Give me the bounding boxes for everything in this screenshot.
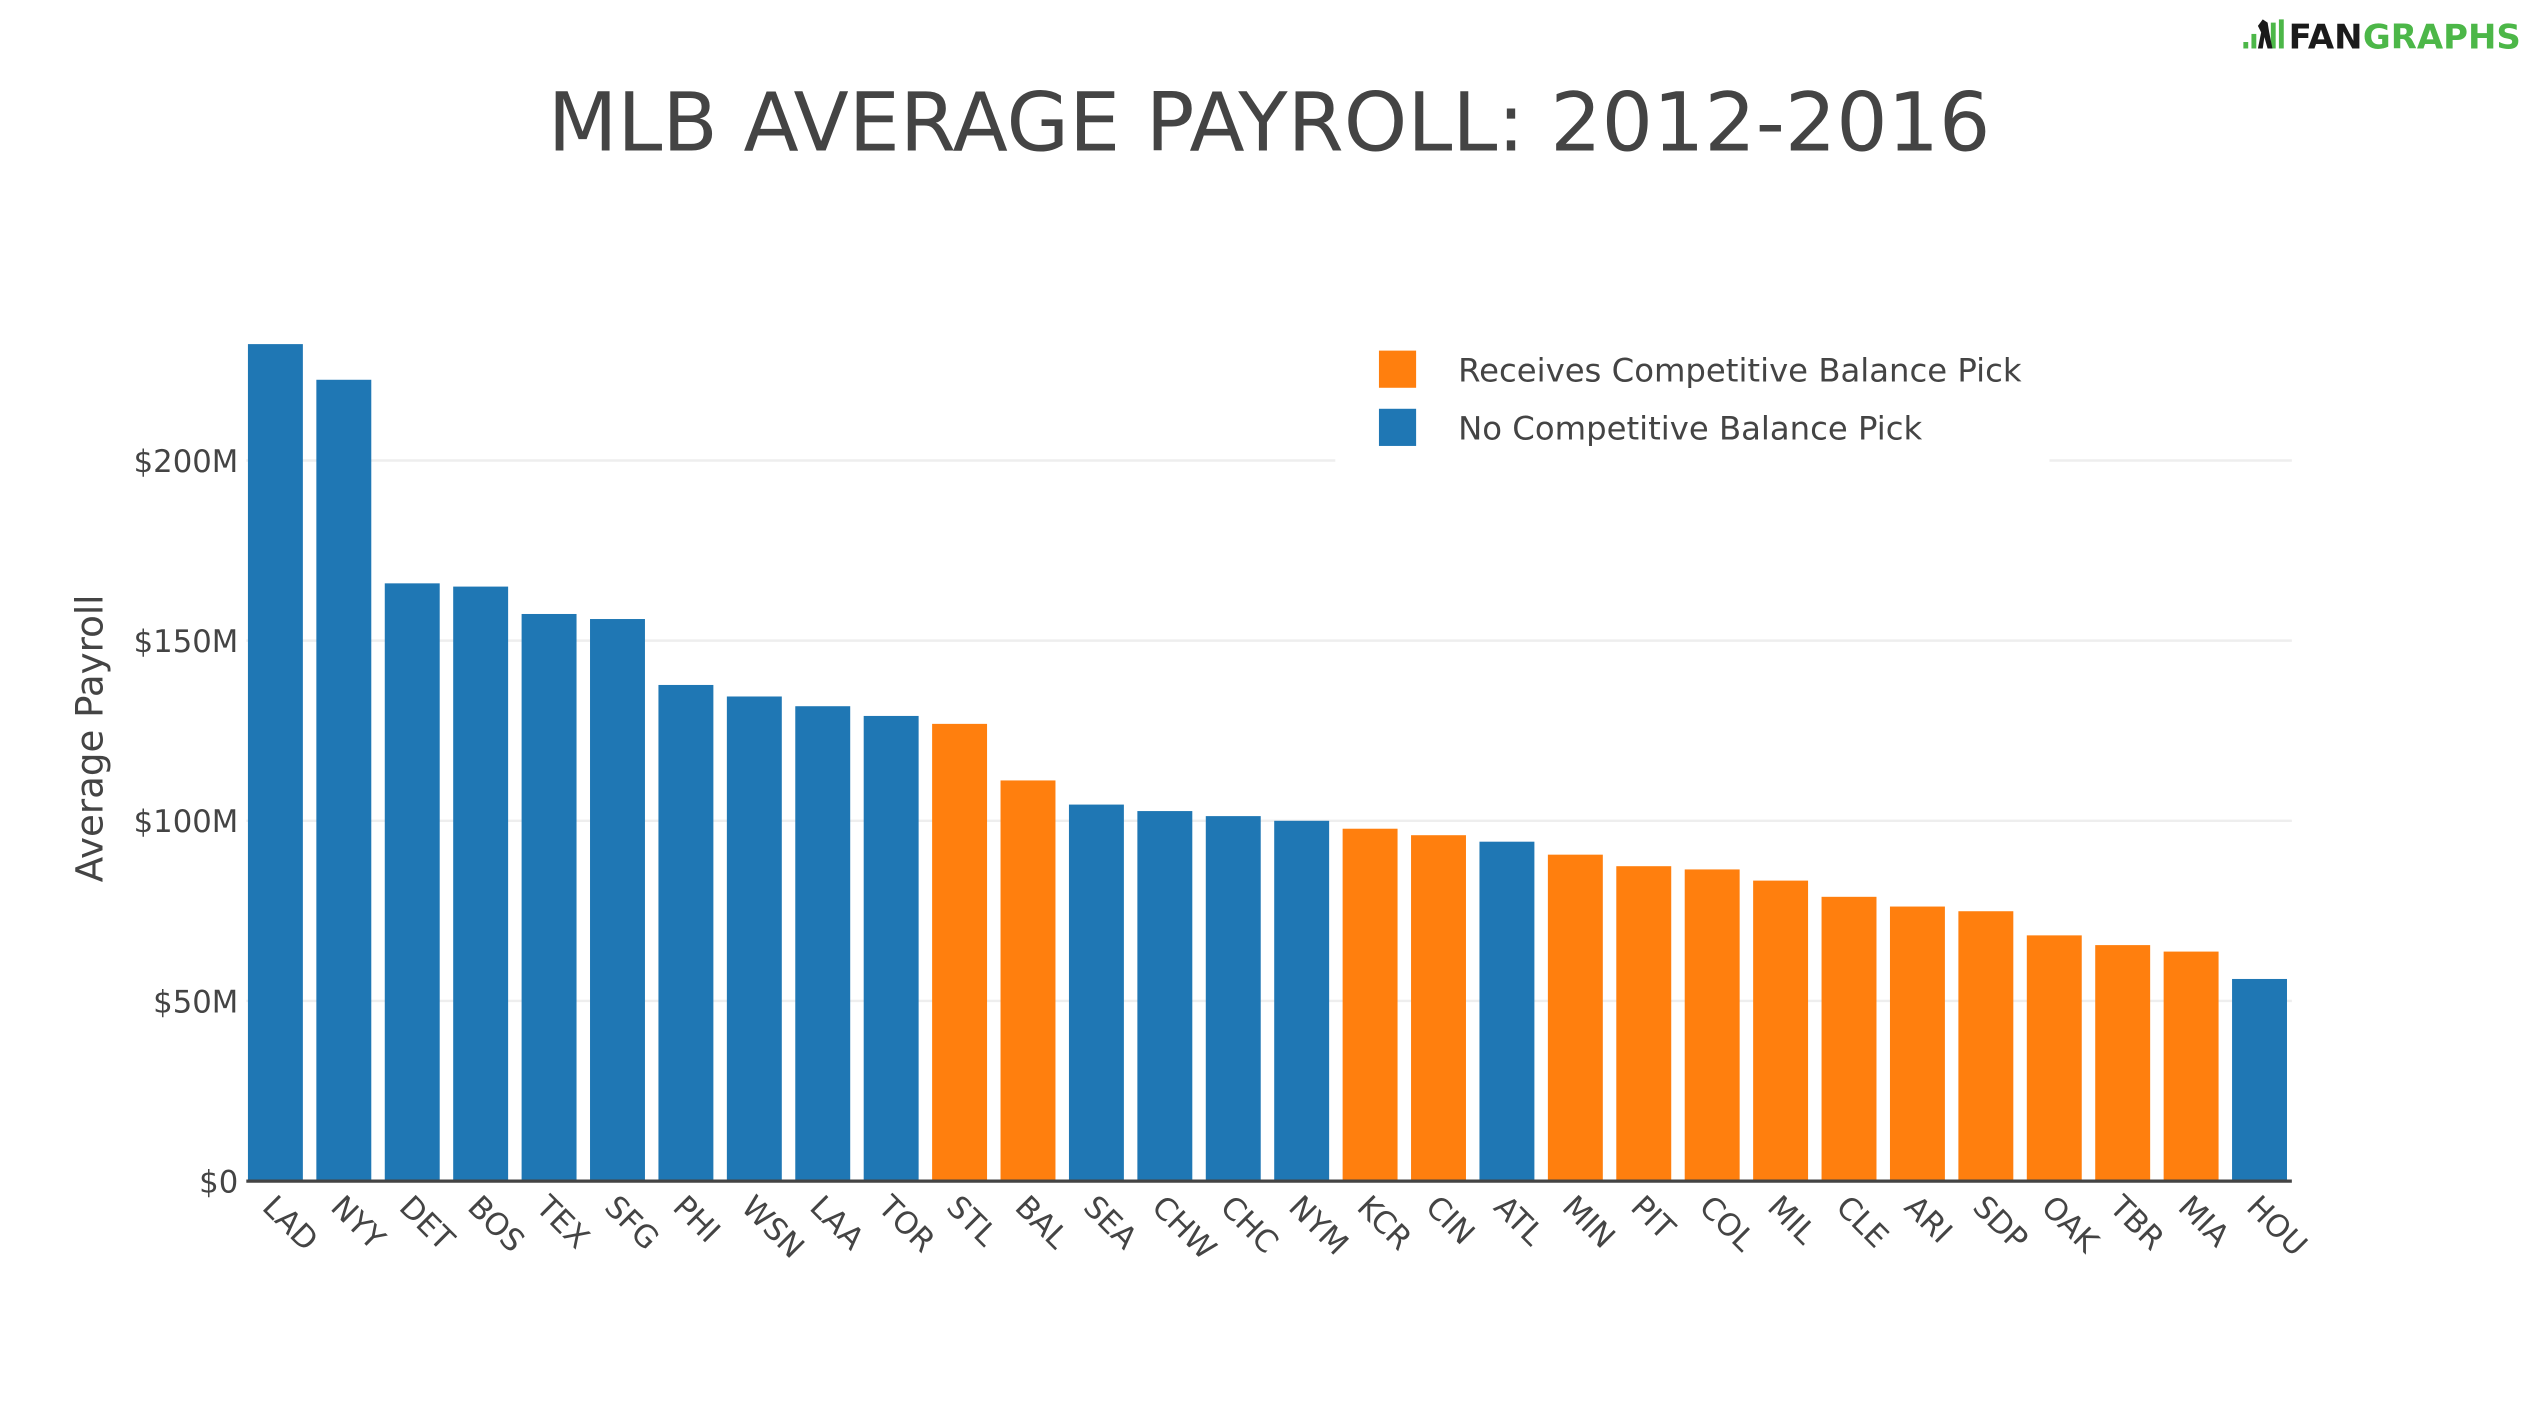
chart-title: MLB AVERAGE PAYROLL: 2012-2016 [548,76,1991,170]
x-tick-label: SFG [597,1189,665,1257]
bar-sdp[interactable] [1958,911,2014,1182]
legend-label[interactable]: Receives Competitive Balance Pick [1458,351,2022,389]
bar-tor[interactable] [863,715,919,1182]
bar-lad[interactable] [247,344,303,1182]
x-tick-label: NYM [1281,1189,1354,1262]
bar-tex[interactable] [521,613,577,1182]
bar-det[interactable] [384,583,440,1182]
x-tick-label: ATL [1487,1189,1550,1252]
x-tick-label: CHC [1213,1189,1284,1260]
bar-atl[interactable] [1479,841,1535,1182]
x-tick-label: DET [392,1189,461,1258]
y-axis-label: Average Payroll [69,595,112,883]
y-tick-label: $200M [134,445,239,480]
legend-swatch [1378,408,1417,446]
bar-ari[interactable] [1889,906,1945,1182]
x-tick-label: TOR [870,1189,941,1260]
bar-nyy[interactable] [316,379,372,1182]
fangraphs-logo: FAN GRAPHS [2243,18,2521,57]
bar-bal[interactable] [1000,780,1056,1182]
bar-hou[interactable] [2232,978,2287,1182]
bar-sea[interactable] [1068,804,1124,1182]
x-tick-label: ARI [1897,1189,1958,1250]
bar-cle[interactable] [1821,896,1877,1182]
legend-label[interactable]: No Competitive Balance Pick [1458,409,1922,447]
x-tick-label: SDP [1966,1189,2034,1257]
x-tick-label: LAD [255,1189,324,1258]
x-tick-label: KCR [1350,1189,1418,1257]
x-tick-label: LAA [803,1189,871,1257]
x-tick-label: TEX [528,1189,595,1256]
y-tick-label: $50M [153,985,238,1020]
x-tick-label: WSN [734,1189,810,1265]
x-tick-label: BOS [460,1189,530,1259]
bar-oak[interactable] [2026,935,2082,1182]
bar-wsn[interactable] [726,696,782,1182]
bar-nym[interactable] [1274,820,1330,1182]
bar-mil[interactable] [1753,880,1809,1182]
x-tick-label: CIN [1418,1189,1481,1252]
bar-bos[interactable] [453,586,509,1182]
bar-chw[interactable] [1137,811,1193,1182]
x-tick-label: CLE [1829,1189,1895,1255]
x-tick-label: SEA [1076,1189,1143,1256]
bar-phi[interactable] [658,684,714,1182]
x-tick-label: TBR [2102,1189,2171,1258]
bar-pit[interactable] [1616,866,1672,1182]
legend-swatch [1378,350,1417,388]
bar-tbr[interactable] [2095,945,2151,1182]
y-tick-label: $0 [199,1165,238,1200]
x-tick-label: BAL [1008,1189,1075,1256]
legend: Receives Competitive Balance Pick No Comp… [1335,336,2050,463]
x-tick-label: PIT [1624,1189,1682,1247]
bar-min[interactable] [1547,854,1603,1182]
x-tick-label: OAK [2034,1189,2105,1260]
bar-laa[interactable] [795,706,851,1182]
logo-text-fan: FAN [2289,18,2363,57]
logo-text-graphs: GRAPHS [2363,18,2521,57]
bar-chc[interactable] [1205,816,1261,1182]
x-tick-label: MIN [1555,1189,1621,1255]
bar-kcr[interactable] [1342,828,1398,1182]
x-tick-label: CHW [1145,1189,1223,1267]
x-tick-label: HOU [2239,1189,2313,1263]
bar-col[interactable] [1684,869,1740,1182]
x-tick-label: COL [1692,1189,1761,1258]
y-tick-label: $100M [134,805,239,840]
x-tick-label: MIL [1760,1189,1822,1251]
bar-mia[interactable] [2163,951,2219,1182]
bar-sfg[interactable] [590,619,645,1182]
x-tick-label: STL [939,1189,1003,1253]
y-tick-label: $150M [134,625,239,660]
x-tick-label: NYY [324,1189,392,1257]
bar-cin[interactable] [1411,835,1466,1182]
x-tick-label: MIA [2171,1189,2236,1254]
bar-stl[interactable] [932,723,988,1182]
x-tick-label: PHI [666,1189,727,1250]
